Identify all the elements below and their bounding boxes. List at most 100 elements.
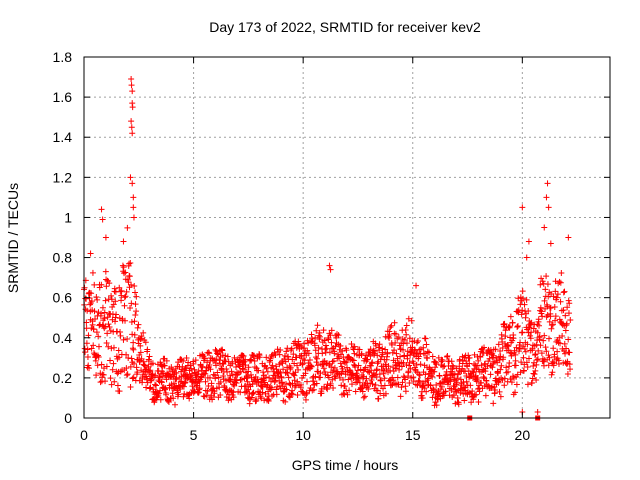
data-point bbox=[289, 387, 296, 394]
data-point bbox=[529, 375, 536, 382]
data-point bbox=[431, 368, 438, 375]
data-point bbox=[82, 349, 89, 356]
data-point bbox=[336, 374, 343, 381]
data-point bbox=[423, 388, 430, 395]
data-point bbox=[305, 350, 312, 357]
data-point bbox=[495, 379, 502, 386]
data-point bbox=[521, 345, 528, 352]
data-point bbox=[420, 344, 427, 351]
data-point bbox=[433, 381, 440, 388]
data-point bbox=[153, 382, 160, 389]
x-axis-label: GPS time / hours bbox=[292, 457, 399, 473]
data-point bbox=[208, 380, 215, 387]
data-point bbox=[381, 375, 388, 382]
data-point bbox=[524, 363, 531, 370]
data-point bbox=[544, 311, 551, 318]
data-point bbox=[539, 313, 546, 320]
data-point bbox=[450, 392, 457, 399]
data-point bbox=[316, 333, 323, 340]
data-point bbox=[143, 373, 150, 380]
data-point bbox=[131, 282, 138, 289]
data-point bbox=[293, 354, 300, 361]
data-point bbox=[549, 369, 556, 376]
data-point bbox=[483, 377, 490, 384]
data-point bbox=[101, 309, 108, 316]
data-point bbox=[116, 284, 123, 291]
data-point bbox=[326, 360, 333, 367]
data-point bbox=[457, 385, 464, 392]
data-point bbox=[502, 327, 509, 334]
data-point bbox=[509, 319, 516, 326]
data-point bbox=[169, 390, 176, 397]
x-tick-label: 0 bbox=[80, 427, 88, 443]
data-point bbox=[392, 330, 399, 337]
data-point bbox=[263, 354, 270, 361]
data-point bbox=[528, 329, 535, 336]
data-point bbox=[140, 329, 147, 336]
data-point bbox=[83, 340, 90, 347]
data-point bbox=[552, 313, 559, 320]
data-point bbox=[329, 358, 336, 365]
data-point bbox=[223, 386, 230, 393]
data-point bbox=[128, 118, 135, 125]
data-point bbox=[245, 395, 252, 402]
data-point bbox=[501, 323, 508, 330]
data-point bbox=[535, 322, 542, 329]
data-point bbox=[550, 345, 557, 352]
data-point bbox=[545, 335, 552, 342]
data-point bbox=[106, 324, 113, 331]
data-point bbox=[364, 356, 371, 363]
data-point bbox=[243, 374, 250, 381]
data-point bbox=[540, 362, 547, 369]
data-point bbox=[523, 359, 530, 366]
data-point bbox=[123, 288, 130, 295]
data-point bbox=[155, 390, 162, 397]
y-tick-label: 1.8 bbox=[53, 49, 73, 65]
data-point bbox=[206, 374, 213, 381]
data-point bbox=[395, 334, 402, 341]
data-point bbox=[500, 354, 507, 361]
data-point bbox=[510, 335, 517, 342]
data-point bbox=[102, 234, 109, 241]
data-point bbox=[512, 362, 519, 369]
data-point bbox=[326, 349, 333, 356]
data-point bbox=[384, 350, 391, 357]
plot-frame bbox=[83, 56, 611, 419]
data-point bbox=[231, 354, 238, 361]
data-point bbox=[541, 332, 548, 339]
data-point bbox=[523, 254, 530, 261]
data-point bbox=[110, 360, 117, 367]
data-point bbox=[466, 360, 473, 367]
data-point bbox=[274, 383, 281, 390]
data-point bbox=[508, 350, 515, 357]
data-point bbox=[330, 384, 337, 391]
data-point bbox=[202, 378, 209, 385]
data-point bbox=[454, 395, 461, 402]
data-point bbox=[101, 315, 108, 322]
data-point bbox=[277, 346, 284, 353]
data-point bbox=[325, 374, 332, 381]
data-point bbox=[114, 370, 121, 377]
data-point bbox=[413, 361, 420, 368]
y-axis-label: SRMTID / TECUs bbox=[5, 183, 21, 293]
data-point bbox=[245, 386, 252, 393]
data-point bbox=[89, 321, 96, 328]
data-point bbox=[251, 358, 258, 365]
data-point bbox=[327, 266, 334, 273]
data-point bbox=[537, 281, 544, 288]
data-point bbox=[543, 348, 550, 355]
data-point bbox=[552, 317, 559, 324]
data-point bbox=[480, 374, 487, 381]
data-point bbox=[375, 395, 382, 402]
data-point bbox=[105, 321, 112, 328]
data-point bbox=[87, 250, 94, 257]
data-point bbox=[513, 381, 520, 388]
data-point bbox=[437, 395, 444, 402]
data-point bbox=[124, 371, 131, 378]
data-point bbox=[269, 362, 276, 369]
data-point bbox=[391, 347, 398, 354]
data-point bbox=[380, 370, 387, 377]
data-point bbox=[98, 310, 105, 317]
data-point bbox=[308, 363, 315, 370]
data-point bbox=[320, 327, 327, 334]
